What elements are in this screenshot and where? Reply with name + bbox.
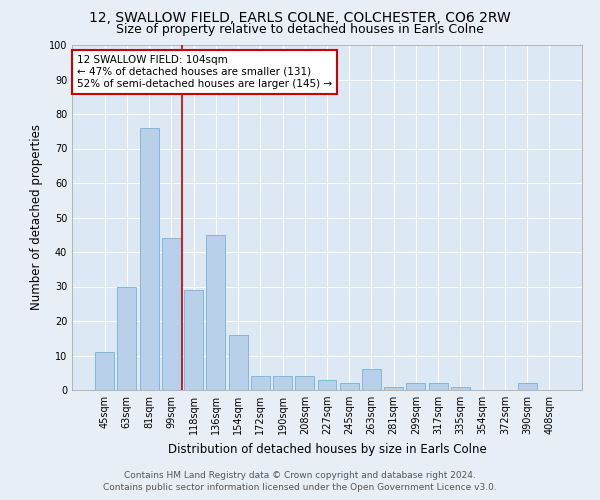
Bar [95, 352, 114, 390]
Bar [273, 376, 292, 390]
Bar [451, 386, 470, 390]
Bar [317, 380, 337, 390]
Bar [184, 290, 203, 390]
Y-axis label: Number of detached properties: Number of detached properties [30, 124, 43, 310]
Bar [206, 235, 225, 390]
Bar [140, 128, 158, 390]
Bar [118, 286, 136, 390]
Bar [518, 383, 536, 390]
Bar [429, 383, 448, 390]
Bar [229, 335, 248, 390]
Text: 12 SWALLOW FIELD: 104sqm
← 47% of detached houses are smaller (131)
52% of semi-: 12 SWALLOW FIELD: 104sqm ← 47% of detach… [77, 56, 332, 88]
Bar [384, 386, 403, 390]
Bar [340, 383, 359, 390]
Bar [162, 238, 181, 390]
X-axis label: Distribution of detached houses by size in Earls Colne: Distribution of detached houses by size … [167, 442, 487, 456]
Text: Contains HM Land Registry data © Crown copyright and database right 2024.
Contai: Contains HM Land Registry data © Crown c… [103, 471, 497, 492]
Text: 12, SWALLOW FIELD, EARLS COLNE, COLCHESTER, CO6 2RW: 12, SWALLOW FIELD, EARLS COLNE, COLCHEST… [89, 11, 511, 25]
Bar [251, 376, 270, 390]
Bar [362, 370, 381, 390]
Text: Size of property relative to detached houses in Earls Colne: Size of property relative to detached ho… [116, 22, 484, 36]
Bar [406, 383, 425, 390]
Bar [295, 376, 314, 390]
